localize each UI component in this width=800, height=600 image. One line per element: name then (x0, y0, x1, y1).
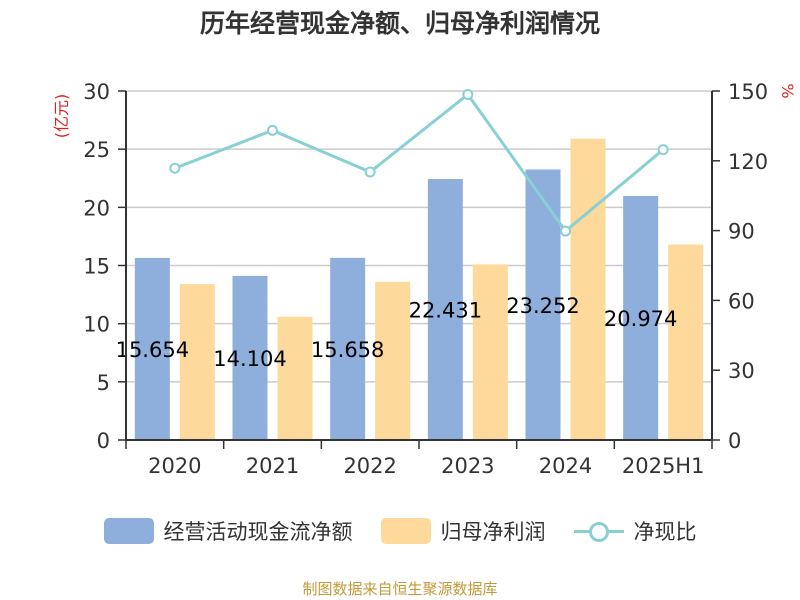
y-left-tick-label: 25 (83, 138, 110, 162)
legend-item-operating-cash[interactable]: 经营活动现金流净额 (103, 516, 353, 546)
x-tick-label: 2021 (246, 454, 299, 478)
chart-title: 历年经营现金净额、归母净利润情况 (199, 9, 600, 38)
bar-operating-cash (623, 196, 659, 440)
legend-item-ratio[interactable]: 净现比 (573, 516, 697, 546)
data-label-operating-cash: 20.974 (604, 307, 677, 331)
ratio-point (657, 144, 669, 156)
y-left-tick-label: 0 (97, 429, 110, 453)
bar-operating-cash (232, 275, 268, 440)
y-right-tick-label: 0 (728, 429, 741, 453)
ratio-point (560, 225, 571, 237)
ratio-point (267, 124, 278, 136)
bar-net-profit (277, 316, 313, 440)
legend-swatch-net-profit (380, 518, 431, 544)
data-label-operating-cash: 23.252 (506, 294, 579, 318)
data-label-operating-cash: 15.658 (311, 338, 384, 362)
x-tick-label: 2024 (539, 454, 592, 478)
bar-net-profit (668, 244, 704, 440)
bar-net-profit (375, 281, 411, 440)
y-left-tick-label: 15 (83, 255, 110, 279)
y-right-tick-label: 60 (728, 289, 755, 313)
y-left-unit-label: (亿元) (52, 94, 71, 139)
x-tick-label: 2023 (441, 454, 494, 478)
legend: 经营活动现金流净额 归母净利润 净现比 (0, 516, 800, 546)
legend-swatch-ratio (573, 518, 624, 544)
ratio-point (169, 162, 181, 174)
data-label-operating-cash: 22.431 (409, 299, 482, 323)
legend-label-ratio: 净现比 (633, 520, 697, 544)
y-left-tick-label: 5 (97, 371, 110, 395)
data-label-operating-cash: 14.104 (213, 347, 286, 371)
ratio-point (462, 88, 474, 100)
y-right-tick-label: 90 (728, 220, 755, 244)
x-tick-label: 2022 (343, 454, 396, 478)
y-right-unit-label: % (778, 83, 797, 98)
x-tick-label: 2025H1 (622, 454, 705, 478)
source-note: 制图数据来自恒生聚源数据库 (302, 580, 498, 598)
data-label-operating-cash: 15.654 (116, 338, 189, 362)
x-tick-label: 2020 (148, 454, 201, 478)
ratio-line (174, 92, 665, 234)
y-right-tick-label: 30 (728, 359, 755, 383)
legend-item-net-profit[interactable]: 归母净利润 (380, 516, 546, 546)
bar-operating-cash (427, 179, 463, 440)
bar-net-profit (179, 284, 215, 440)
y-right-tick-label: 120 (728, 150, 768, 174)
bar-operating-cash (330, 257, 366, 440)
y-left-tick-label: 30 (83, 80, 110, 104)
legend-label-operating-cash: 经营活动现金流净额 (163, 520, 353, 544)
bar-operating-cash (134, 257, 170, 440)
y-right-tick-label: 150 (728, 80, 768, 104)
y-left-tick-label: 10 (83, 313, 110, 337)
ratio-point (364, 166, 376, 178)
bar-net-profit (570, 138, 606, 441)
legend-label-net-profit: 归母净利润 (440, 520, 546, 544)
legend-swatch-operating-cash (103, 518, 154, 544)
bar-net-profit (472, 264, 508, 440)
y-left-tick-label: 20 (83, 196, 110, 220)
